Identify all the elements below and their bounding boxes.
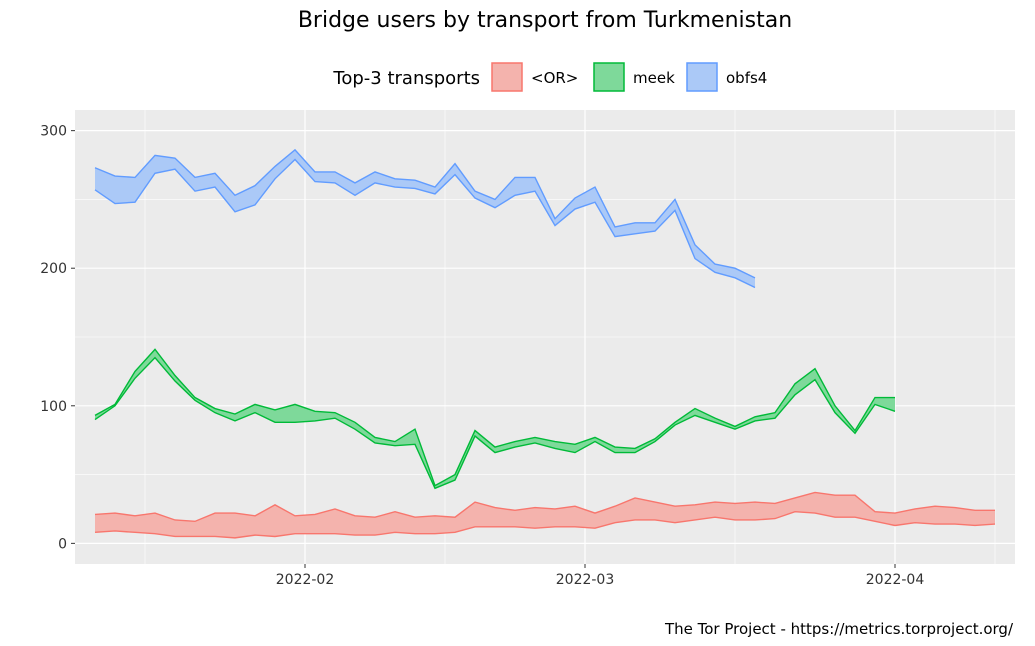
x-tick-label: 2022-02 (276, 572, 335, 588)
series-upper-line (94, 491, 995, 523)
series-band (95, 149, 755, 288)
y-axis: 0 100 200 300 (40, 124, 75, 552)
series-lower-line (94, 356, 896, 490)
chart-title: Bridge users by transport from Turkmenis… (298, 8, 792, 33)
legend: Top-3 transports <OR> meek obfs4 (332, 62, 767, 92)
y-tick-label: 0 (58, 536, 67, 552)
x-axis: 2022-02 2022-03 2022-04 (276, 564, 925, 588)
legend-swatch (593, 62, 625, 92)
caption: The Tor Project - https://metrics.torpro… (664, 620, 1014, 638)
series-or (94, 491, 996, 539)
series-lower-line (94, 511, 996, 539)
series-meek (94, 348, 896, 490)
x-tick-label: 2022-03 (556, 572, 615, 588)
y-tick-label: 200 (40, 261, 67, 277)
series-lower-line (94, 158, 756, 289)
series-upper-line (94, 148, 756, 279)
legend-label: <OR> (531, 69, 578, 87)
x-tick-label: 2022-04 (866, 572, 925, 588)
plot-panel (75, 110, 1015, 564)
series-layer (94, 148, 996, 539)
legend-label: obfs4 (726, 69, 767, 87)
y-tick-label: 300 (40, 124, 67, 140)
legend-title: Top-3 transports (332, 68, 480, 89)
legend-label: meek (633, 69, 675, 87)
y-tick-label: 100 (40, 399, 67, 415)
legend-swatch (686, 62, 718, 92)
legend-swatch (491, 62, 523, 92)
series-upper-line (94, 348, 895, 487)
series-obfs4 (94, 148, 756, 289)
